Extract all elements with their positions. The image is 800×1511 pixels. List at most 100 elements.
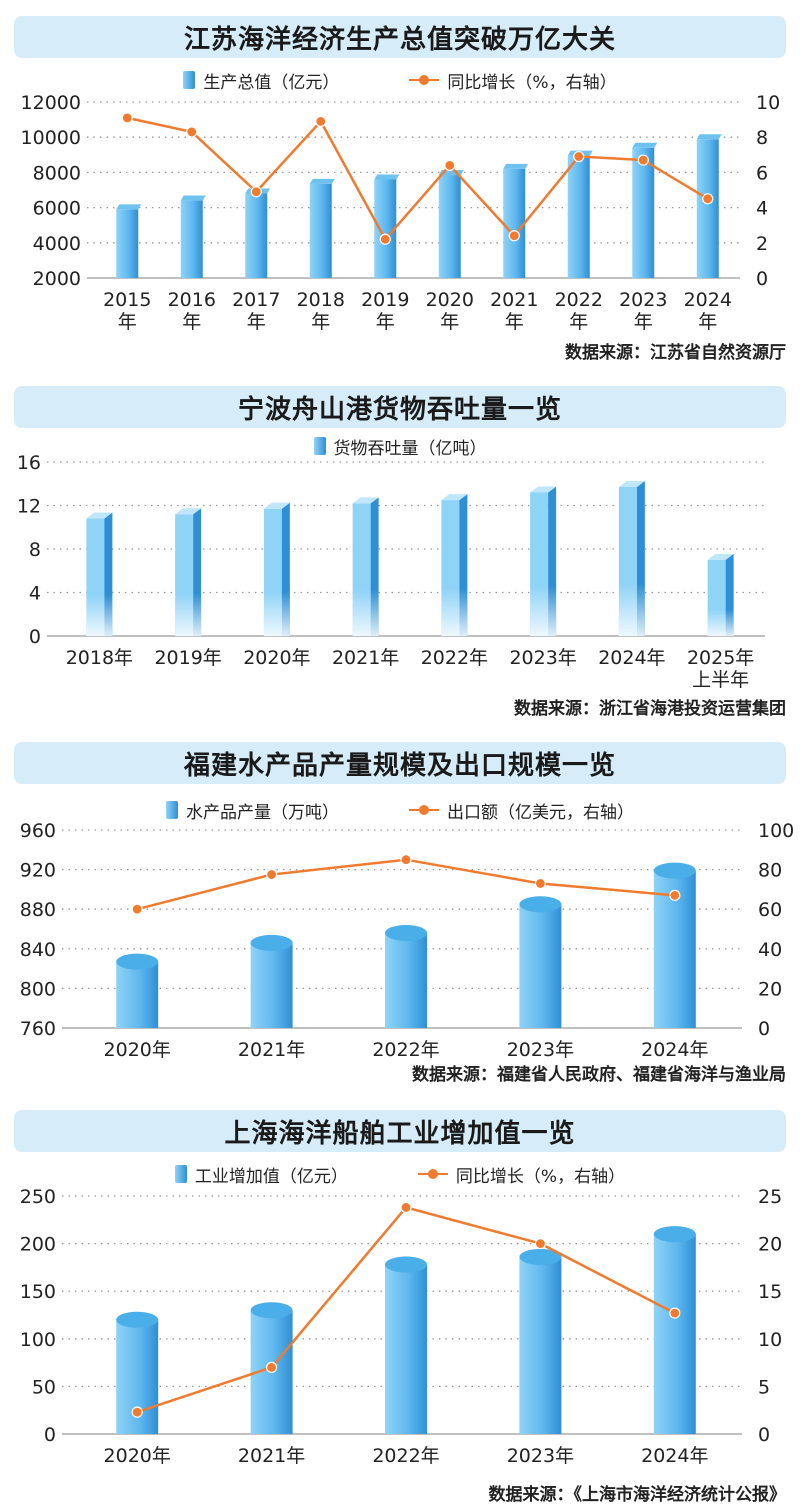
legend: 工业增加值（亿元） 同比增长（%，右轴） [0, 1162, 800, 1187]
bar-top [116, 1311, 159, 1328]
bar [632, 147, 655, 278]
y-tick-label: 100 [20, 1329, 56, 1351]
chart-ningbo: 0 4 8 12 16 2018年 2019年 2020年 2021年 2022年 2023年 202… [17, 452, 765, 691]
x-tick-label: 2023年 [507, 1445, 574, 1467]
legend-label: 生产总值（亿元） [203, 72, 340, 93]
x-tick-label: 2020年 [243, 647, 310, 669]
y-tick-label: 760 [20, 1018, 56, 1040]
y2-tick-label: 20 [758, 1234, 782, 1256]
bar-top [385, 1256, 427, 1273]
x-tick-label: 年 [376, 311, 395, 333]
bar-top [116, 953, 159, 970]
x-tick-label: 2024年 [641, 1039, 708, 1061]
y2-tick-label: 20 [758, 978, 782, 1000]
legend-label: 出口额（亿美元，右轴） [447, 802, 634, 823]
legend: 水产品产量（万吨） 出口额（亿美元，右轴） [0, 798, 800, 823]
y2-tick-label: 25 [758, 1186, 782, 1208]
line-point [573, 150, 585, 163]
y2-tick-label: 40 [758, 939, 782, 961]
line-point [702, 193, 714, 205]
bar [116, 961, 159, 1028]
x-tick-label: 2016 [168, 289, 216, 311]
panel-jiangsu: 江苏海洋经济生产总值突破万亿大关 生产总值（亿元） 同比增长（%，右轴） 200… [0, 0, 800, 370]
legend-item-line: 出口额（亿美元，右轴） [409, 798, 634, 823]
legend-label: 工业增加值（亿元） [194, 1166, 348, 1187]
bar [696, 139, 719, 278]
line-point [266, 868, 278, 881]
y2-tick-label: 100 [758, 820, 794, 842]
data-source: 数据来源：浙江省海港投资运营集团 [514, 699, 786, 719]
bar-top [618, 481, 645, 488]
bar-top [696, 134, 722, 140]
legend-item-line: 同比增长（%，右轴） [417, 1162, 626, 1187]
y2-tick-label: 0 [756, 268, 768, 290]
line-swatch-icon [417, 1165, 448, 1183]
chart-title: 宁波舟山港货物吞吐量一览 [14, 386, 786, 428]
x-tick-label: 2020年 [104, 1039, 171, 1061]
chart-title: 江苏海洋经济生产总值突破万亿大关 [14, 16, 786, 58]
y2-tick-label: 0 [758, 1018, 770, 1040]
y2-tick-label: 10 [758, 1329, 782, 1351]
bar-top [632, 142, 658, 148]
y-tick-label: 800 [20, 978, 56, 1000]
x-tick-label: 2021年 [332, 647, 399, 669]
line-swatch-icon [409, 801, 439, 819]
bar-top [519, 896, 562, 913]
bar [503, 168, 526, 278]
bar-top [374, 174, 400, 180]
x-tick-label: 2022 [555, 289, 603, 311]
x-tick-label: 2020 [426, 289, 474, 311]
line-point [266, 1361, 278, 1373]
y2-tick-label: 80 [758, 860, 782, 882]
line-point [669, 889, 681, 901]
bar-fade [707, 609, 734, 636]
line-point [186, 126, 198, 138]
legend-item-bar: 工业增加值（亿元） [174, 1162, 348, 1187]
legend: 货物吞吐量（亿吨） [0, 434, 800, 459]
x-tick-label: 年 [247, 311, 266, 333]
y-tick-label: 12000 [21, 92, 81, 114]
legend: 生产总值（亿元） 同比增长（%，右轴） [0, 68, 800, 93]
legend-label: 同比增长（%，右轴） [455, 1166, 626, 1187]
x-tick-label: 2022年 [372, 1039, 439, 1061]
bar-top [653, 1226, 696, 1243]
bar-fade [618, 583, 645, 636]
panel-fujian: 福建水产品产量规模及出口规模一览 水产品产量（万吨） 出口额（亿美元，右轴） 7… [0, 730, 800, 1100]
legend-item-bar: 水产品产量（万吨） [166, 798, 339, 823]
x-tick-label: 2021年 [238, 1445, 305, 1467]
series-line [136, 858, 675, 911]
line-swatch-icon [409, 71, 440, 89]
y2-tick-label: 2 [756, 233, 768, 255]
bar-fade [175, 593, 202, 636]
y-tick-label: 0 [29, 626, 41, 648]
bar [653, 1234, 696, 1434]
y-tick-label: 2000 [33, 268, 81, 290]
bar-swatch-icon [174, 1165, 187, 1183]
bar-top [530, 486, 557, 493]
x-tick-label: 年 [118, 311, 137, 333]
bar-top [519, 1248, 562, 1265]
x-tick-label: 2022年 [372, 1445, 439, 1467]
bar-top [707, 553, 734, 560]
legend-item-line: 同比增长（%，右轴） [409, 68, 617, 93]
chart-shanghai: 0 50 100 150 200 250 0 5 10 15 20 25 2020年 2021年 2022年… [20, 1186, 782, 1467]
bar [180, 200, 203, 278]
x-tick-label: 2021年 [238, 1039, 305, 1061]
x-tick-label: 2024 [684, 289, 732, 311]
line-point [250, 186, 262, 198]
x-tick-label: 年 [311, 311, 330, 333]
x-tick-label: 2022年 [421, 647, 488, 669]
legend-label: 水产品产量（万吨） [186, 802, 339, 823]
y2-tick-label: 60 [758, 899, 782, 921]
line-point [315, 115, 327, 127]
panel-shanghai: 上海海洋船舶工业增加值一览 工业增加值（亿元） 同比增长（%，右轴） 0 50 10… [0, 1100, 800, 1511]
y-tick-label: 8 [29, 539, 41, 561]
legend-item-bar: 货物吞吐量（亿吨） [313, 434, 487, 459]
bar [374, 179, 397, 278]
x-tick-label: 2019 [361, 289, 409, 311]
bar [385, 1264, 427, 1434]
y-tick-label: 200 [20, 1234, 56, 1256]
x-tick-label: 2025年 [687, 647, 754, 669]
bar-swatch-icon [183, 71, 196, 89]
x-tick-label: 年 [505, 311, 524, 333]
